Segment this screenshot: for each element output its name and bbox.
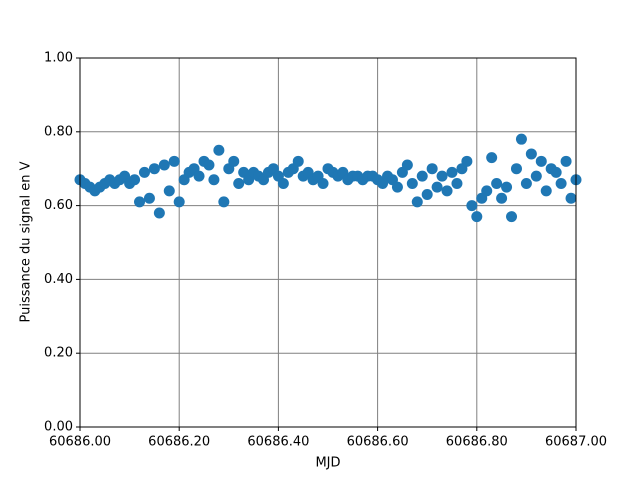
- point: [406, 177, 418, 189]
- point: [143, 192, 155, 204]
- point: [168, 155, 180, 167]
- point: [228, 155, 240, 167]
- point: [431, 181, 443, 193]
- y-tick-label: 0.80: [44, 124, 73, 139]
- point: [501, 181, 513, 193]
- point: [138, 166, 150, 178]
- point: [158, 159, 170, 171]
- x-axis-label: MJD: [315, 456, 340, 471]
- point: [208, 174, 220, 186]
- point: [193, 170, 205, 182]
- point: [292, 155, 304, 167]
- point: [163, 185, 175, 197]
- point: [446, 166, 458, 178]
- y-tick-label: 0.40: [44, 272, 73, 287]
- x-tick-label: 60687.00: [545, 435, 607, 450]
- y-tick-label: 0.20: [44, 346, 73, 361]
- point: [515, 133, 527, 145]
- point: [173, 196, 185, 208]
- point: [466, 200, 478, 212]
- point: [277, 177, 289, 189]
- point: [148, 163, 160, 175]
- point: [471, 211, 483, 223]
- x-tick-label: 60686.20: [148, 435, 210, 450]
- y-tick-label: 0.00: [44, 420, 73, 435]
- point: [129, 174, 141, 186]
- point: [510, 163, 522, 175]
- point: [401, 159, 413, 171]
- point: [506, 211, 518, 223]
- point: [491, 177, 503, 189]
- x-tick-label: 60686.40: [247, 435, 309, 450]
- point: [520, 177, 532, 189]
- point: [530, 170, 542, 182]
- point: [550, 166, 562, 178]
- point: [391, 181, 403, 193]
- x-tick-label: 60686.80: [446, 435, 508, 450]
- point: [555, 177, 567, 189]
- point: [540, 185, 552, 197]
- point: [535, 155, 547, 167]
- point: [496, 192, 508, 204]
- point: [421, 189, 433, 201]
- point: [218, 196, 230, 208]
- point: [233, 177, 245, 189]
- x-tick-label: 60686.60: [347, 435, 409, 450]
- point: [481, 185, 493, 197]
- point: [560, 155, 572, 167]
- plot-frame: [79, 57, 577, 428]
- point: [426, 163, 438, 175]
- y-axis-label: Puissance du signal en V: [19, 161, 34, 322]
- point: [317, 177, 329, 189]
- point: [461, 155, 473, 167]
- point: [203, 159, 215, 171]
- x-tick-label: 60686.00: [49, 435, 111, 450]
- point: [134, 196, 146, 208]
- point: [411, 196, 423, 208]
- y-tick-label: 1.00: [44, 51, 73, 66]
- point: [441, 185, 453, 197]
- point: [213, 144, 225, 156]
- point: [451, 177, 463, 189]
- y-tick-label: 0.60: [44, 198, 73, 213]
- point: [153, 207, 165, 219]
- point: [486, 152, 498, 164]
- point: [565, 192, 577, 204]
- point: [525, 148, 537, 160]
- point: [436, 170, 448, 182]
- point: [416, 170, 428, 182]
